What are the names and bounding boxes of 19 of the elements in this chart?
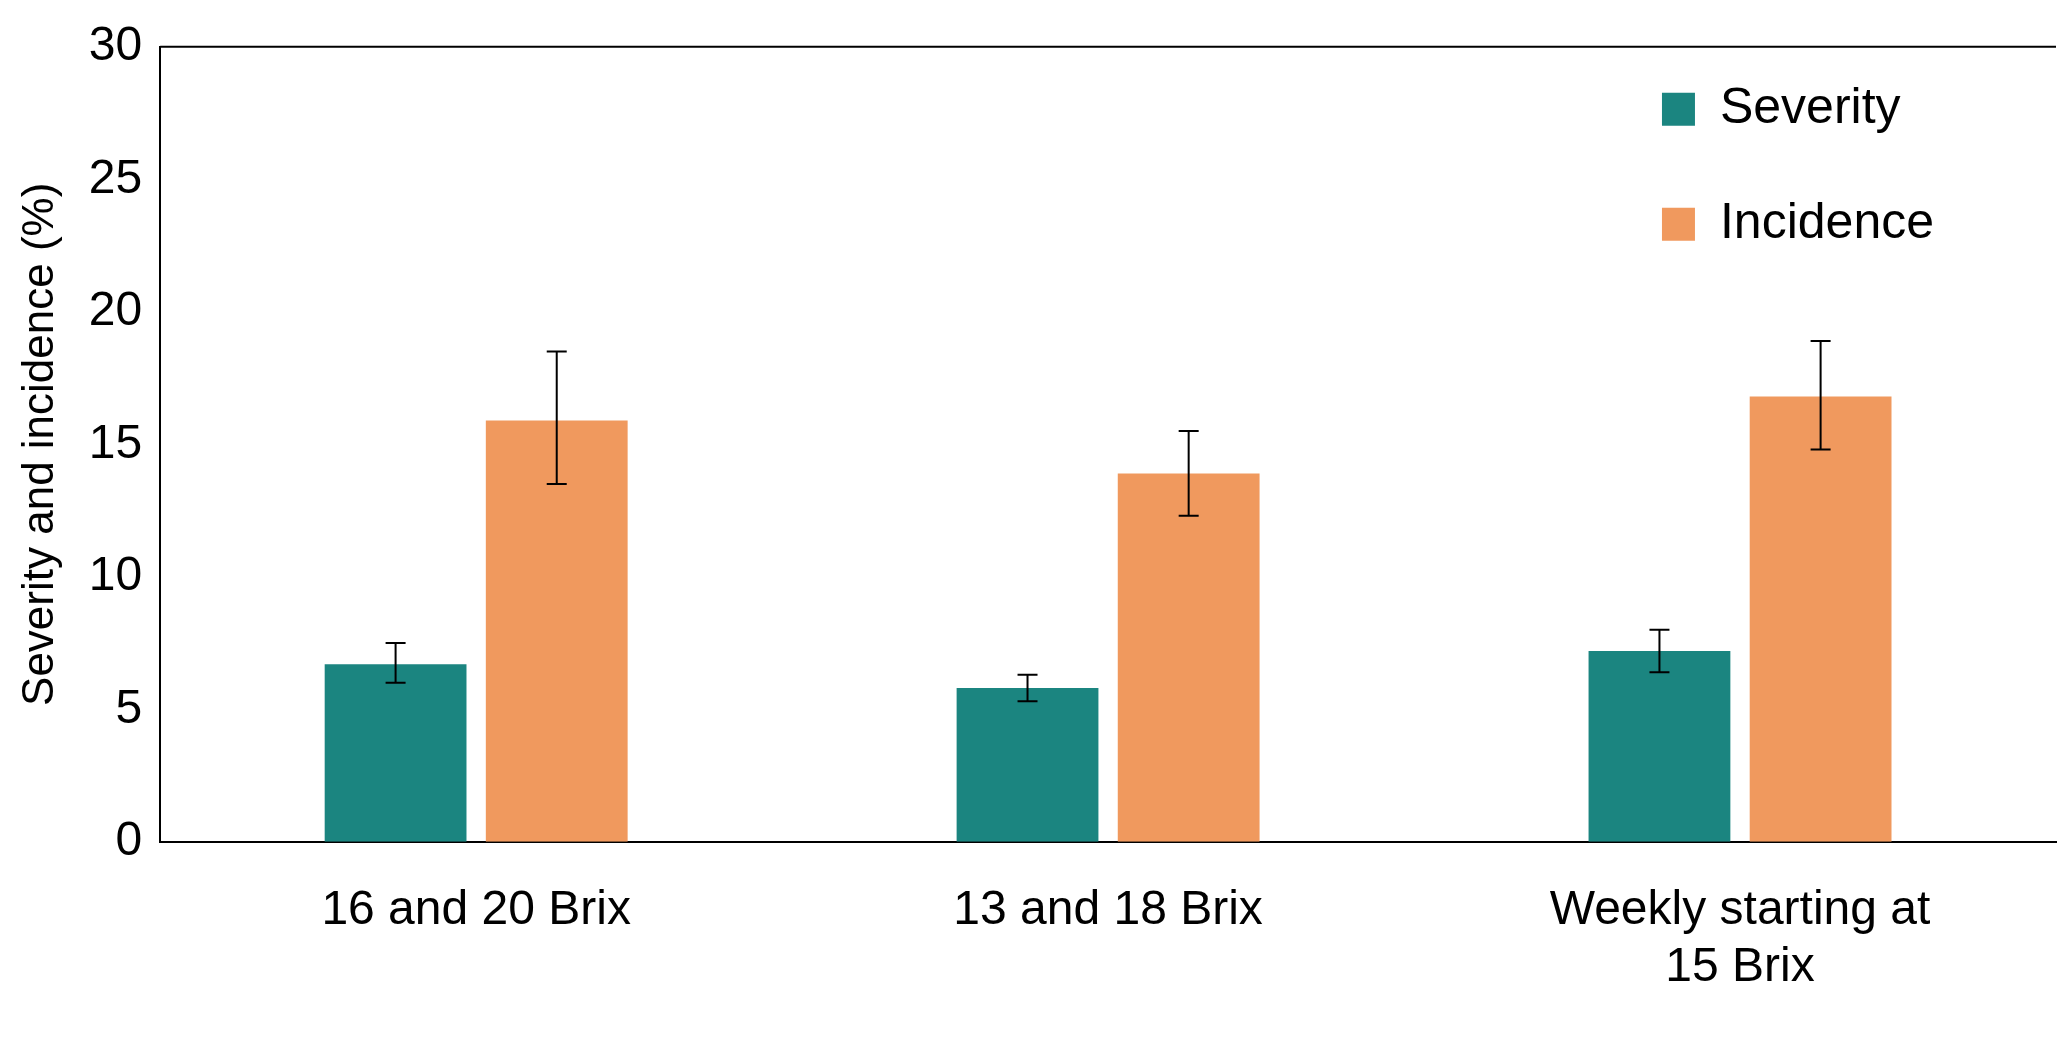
bar — [1117, 473, 1260, 842]
y-tick-label: 10 — [88, 547, 143, 601]
x-tick-label: 13 and 18 Brix — [953, 880, 1263, 934]
bar — [1588, 651, 1731, 842]
legend-label: Incidence — [1719, 192, 1935, 249]
y-tick-label: 5 — [115, 679, 143, 733]
y-tick-label: 0 — [115, 812, 143, 866]
x-tick-label: Weekly starting at 15 Brix — [1549, 880, 1931, 992]
legend-label: Severity — [1719, 77, 1901, 134]
bar — [956, 688, 1099, 842]
bar — [324, 664, 467, 842]
y-tick-label: 20 — [88, 282, 143, 336]
bar — [1749, 396, 1892, 842]
y-tick-label: 15 — [88, 414, 143, 468]
y-axis-title: Severity and incidence (%) — [12, 182, 62, 706]
x-tick-label: 16 and 20 Brix — [321, 880, 631, 934]
y-tick-label: 30 — [88, 17, 143, 71]
y-tick-label: 25 — [88, 149, 143, 203]
bar — [485, 420, 628, 842]
